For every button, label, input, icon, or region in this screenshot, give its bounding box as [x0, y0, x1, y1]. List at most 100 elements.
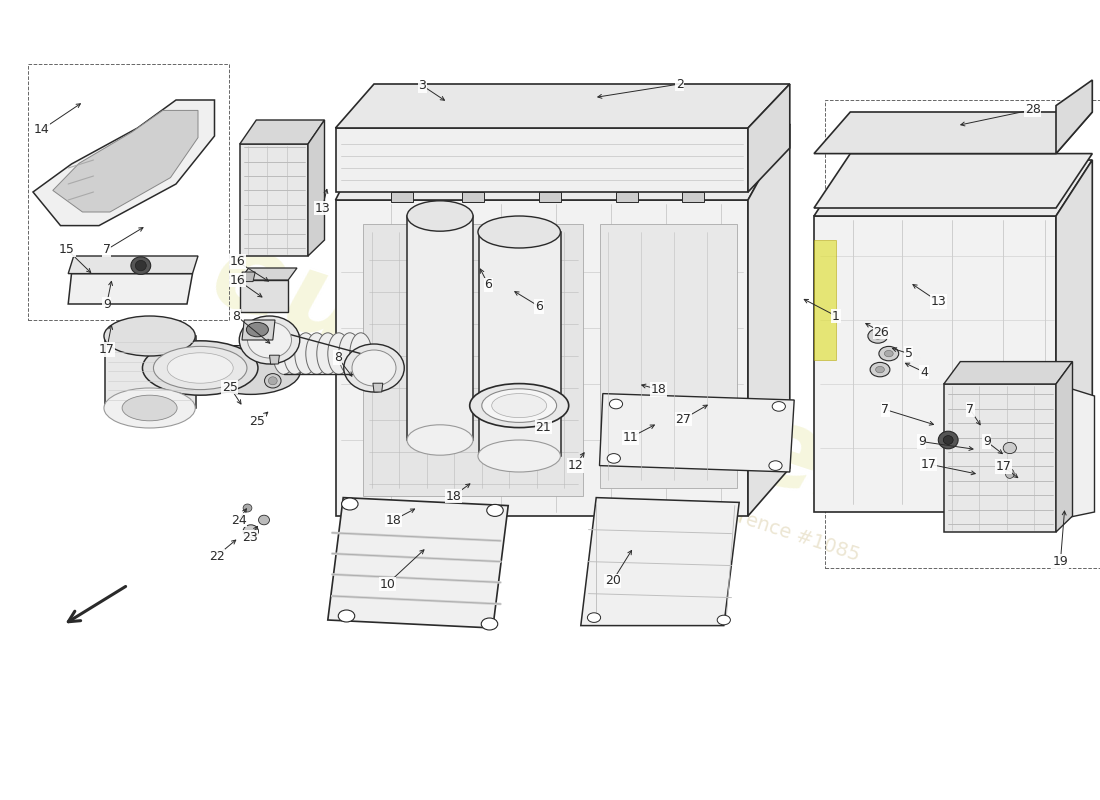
Polygon shape: [270, 355, 279, 364]
Text: 12: 12: [568, 459, 583, 472]
Ellipse shape: [772, 402, 785, 411]
Text: 25: 25: [250, 415, 265, 428]
Text: 13: 13: [315, 202, 330, 214]
Polygon shape: [242, 320, 275, 340]
Polygon shape: [336, 128, 748, 192]
Text: 27: 27: [675, 413, 691, 426]
Ellipse shape: [306, 333, 328, 374]
Ellipse shape: [486, 505, 504, 517]
Polygon shape: [328, 498, 508, 628]
Polygon shape: [814, 160, 1092, 216]
Polygon shape: [814, 112, 1092, 154]
Polygon shape: [1056, 384, 1094, 520]
Ellipse shape: [104, 388, 196, 428]
Polygon shape: [748, 124, 790, 516]
Text: 7: 7: [102, 243, 111, 256]
Text: 7: 7: [966, 403, 975, 416]
Ellipse shape: [492, 394, 547, 418]
Ellipse shape: [884, 350, 893, 357]
Ellipse shape: [407, 201, 473, 231]
Text: 2: 2: [675, 78, 684, 90]
Text: 6: 6: [535, 300, 543, 313]
Text: 17: 17: [99, 343, 114, 356]
Polygon shape: [240, 120, 324, 144]
Polygon shape: [748, 84, 790, 192]
Ellipse shape: [265, 374, 282, 388]
Ellipse shape: [131, 257, 151, 274]
Polygon shape: [363, 224, 583, 496]
Ellipse shape: [873, 333, 882, 339]
Ellipse shape: [343, 344, 405, 392]
Ellipse shape: [135, 260, 146, 270]
Ellipse shape: [607, 454, 620, 463]
Text: 19: 19: [1053, 555, 1068, 568]
Polygon shape: [373, 383, 383, 392]
Ellipse shape: [407, 425, 473, 455]
Text: 28: 28: [1025, 103, 1041, 116]
Ellipse shape: [167, 353, 233, 383]
Ellipse shape: [352, 350, 396, 386]
Text: 10: 10: [379, 578, 395, 590]
Ellipse shape: [295, 333, 317, 374]
Polygon shape: [53, 110, 198, 212]
Polygon shape: [336, 200, 748, 516]
Text: 17: 17: [921, 458, 936, 470]
Ellipse shape: [273, 333, 295, 374]
Text: 16: 16: [230, 274, 245, 286]
Text: 26: 26: [873, 326, 889, 338]
Ellipse shape: [587, 613, 601, 622]
Ellipse shape: [341, 498, 359, 510]
Ellipse shape: [609, 399, 623, 409]
Text: 11: 11: [623, 431, 638, 444]
Text: 1: 1: [832, 310, 840, 322]
Text: eurospares: eurospares: [199, 221, 901, 539]
Ellipse shape: [1005, 469, 1014, 478]
Text: 8: 8: [232, 310, 241, 322]
Polygon shape: [187, 346, 273, 392]
Text: 18: 18: [651, 383, 667, 396]
Text: 23: 23: [242, 531, 257, 544]
Ellipse shape: [717, 615, 730, 625]
Polygon shape: [600, 224, 737, 488]
Polygon shape: [814, 154, 1092, 208]
Polygon shape: [407, 216, 473, 440]
Ellipse shape: [938, 431, 958, 449]
Ellipse shape: [122, 395, 177, 421]
Text: 8: 8: [333, 351, 342, 364]
Ellipse shape: [284, 333, 306, 374]
Text: 4: 4: [920, 366, 928, 378]
Ellipse shape: [870, 362, 890, 377]
Text: 15: 15: [59, 243, 75, 256]
Polygon shape: [539, 192, 561, 202]
Text: reference #1085: reference #1085: [698, 495, 861, 565]
Polygon shape: [242, 272, 255, 282]
Text: 14: 14: [34, 123, 50, 136]
Polygon shape: [1056, 80, 1092, 154]
Polygon shape: [104, 336, 196, 408]
Ellipse shape: [868, 329, 888, 343]
Polygon shape: [478, 232, 561, 456]
Polygon shape: [814, 240, 836, 360]
Polygon shape: [308, 120, 324, 256]
Ellipse shape: [339, 610, 354, 622]
Ellipse shape: [482, 618, 497, 630]
Text: 24: 24: [231, 514, 246, 526]
Ellipse shape: [317, 333, 339, 374]
Text: a passion for excellence: a passion for excellence: [353, 382, 747, 538]
Text: 9: 9: [982, 435, 991, 448]
Ellipse shape: [248, 322, 292, 358]
Text: 5: 5: [904, 347, 913, 360]
Ellipse shape: [246, 322, 268, 337]
Text: 6: 6: [484, 278, 493, 291]
Ellipse shape: [769, 461, 782, 470]
Polygon shape: [68, 274, 192, 304]
Polygon shape: [600, 394, 794, 472]
Ellipse shape: [477, 440, 560, 472]
Text: 7: 7: [881, 403, 890, 416]
Ellipse shape: [268, 377, 277, 385]
Ellipse shape: [153, 346, 246, 390]
Ellipse shape: [142, 341, 257, 395]
Polygon shape: [336, 124, 790, 200]
Polygon shape: [814, 216, 1056, 512]
Text: 22: 22: [209, 550, 224, 562]
